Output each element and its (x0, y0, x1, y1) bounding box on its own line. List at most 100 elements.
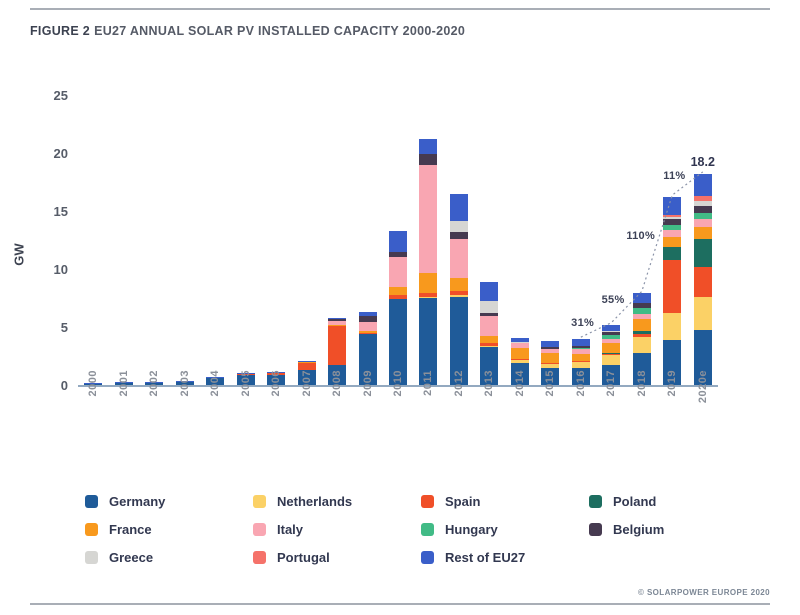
growth-label-2019-2020e: 11% (663, 170, 686, 183)
segment-france-2007 (297, 362, 316, 363)
x-tick-2012: 2012 (452, 370, 465, 397)
segment-spain-2005 (236, 373, 255, 375)
segment-italy-2007 (297, 361, 316, 363)
plot-area: 31% 55% 110% 11% 18.2 (78, 95, 718, 387)
x-tick-2002: 2002 (148, 370, 161, 397)
segment-rest-of-eu27-2003 (175, 380, 194, 382)
segment-france-2013 (480, 335, 499, 344)
segment-italy-2016 (571, 349, 590, 354)
segment-france-2014 (510, 347, 529, 359)
segment-france-2006 (267, 372, 286, 374)
y-tick-5: 5 (60, 320, 68, 335)
figure-title-text: EU27 ANNUAL SOLAR PV INSTALLED CAPACITY … (94, 24, 466, 38)
legend-swatch-italy (253, 522, 266, 536)
bar-2011 (419, 139, 438, 385)
segment-germany-2000 (84, 383, 103, 385)
legend-swatch-spain (421, 494, 434, 508)
legend-label: Poland (613, 493, 657, 509)
segment-germany-2013 (480, 346, 499, 385)
segment-germany-2012 (449, 296, 468, 385)
legend-label: Germany (109, 493, 166, 509)
bar-2003 (175, 380, 194, 385)
segment-spain-2020e (693, 266, 712, 297)
segment-france-2016 (571, 353, 590, 361)
bar-2020e (693, 173, 712, 385)
segment-poland-2017 (602, 353, 621, 355)
legend-item-hungary: Hungary (421, 522, 589, 537)
segment-belgium-2011 (419, 154, 438, 166)
x-tick-2001: 2001 (117, 370, 130, 397)
bar-2015 (541, 340, 560, 385)
segment-italy-2020e (693, 218, 712, 228)
growth-label-2017-2018: 55% (601, 294, 625, 307)
legend-item-italy: Italy (253, 522, 421, 537)
x-tick-2009: 2009 (361, 370, 374, 397)
x-tick-2015: 2015 (544, 370, 557, 397)
segment-france-2015 (541, 352, 560, 363)
legend-label: Rest of EU27 (445, 549, 526, 565)
segment-poland-2016 (571, 360, 590, 362)
segment-netherlands-2012 (449, 294, 468, 297)
legend-item-germany: Germany (85, 494, 253, 509)
segment-belgium-2015 (541, 347, 560, 349)
segment-italy-2012 (449, 238, 468, 279)
segment-france-2018 (632, 318, 651, 331)
x-tick-2004: 2004 (209, 370, 222, 397)
legend-label: Greece (109, 549, 154, 565)
segment-italy-2009 (358, 322, 377, 331)
x-tick-2016: 2016 (574, 370, 587, 397)
x-tick-2010: 2010 (392, 370, 404, 397)
x-tick-2007: 2007 (300, 370, 313, 397)
top-divider (30, 8, 770, 10)
segment-spain-2006 (267, 373, 286, 376)
x-tick-2013: 2013 (483, 370, 496, 397)
legend-label: Portugal (277, 549, 330, 565)
x-tick-2020e: 2020e (696, 370, 709, 404)
y-tick-20: 20 (53, 146, 68, 161)
segment-rest-of-eu27-2000 (84, 383, 103, 384)
segment-italy-2008 (328, 320, 347, 325)
segment-rest-of-eu27-2001 (114, 382, 133, 383)
segment-rest-of-eu27-2008 (328, 317, 347, 320)
segment-france-2020e (693, 227, 712, 239)
legend-item-netherlands: Netherlands (253, 494, 421, 509)
segment-germany-2006 (267, 375, 286, 385)
legend-swatch-portugal (253, 550, 266, 564)
x-tick-2014: 2014 (513, 370, 526, 397)
x-tick-2003: 2003 (178, 370, 191, 397)
y-tick-25: 25 (53, 88, 68, 103)
segment-spain-2009 (358, 333, 377, 334)
legend-item-belgium: Belgium (589, 522, 757, 537)
legend-swatch-rest-of-eu27 (421, 550, 434, 564)
segment-germany-2016 (571, 367, 590, 385)
segment-rest-of-eu27-2005 (236, 373, 255, 374)
legend-label: Belgium (613, 521, 665, 537)
segment-rest-of-eu27-2018 (632, 293, 651, 303)
x-tick-2005: 2005 (239, 370, 252, 397)
segment-spain-2016 (571, 361, 590, 362)
bar-2000 (84, 383, 103, 385)
y-tick-10: 10 (53, 262, 68, 277)
bar-2012 (449, 193, 468, 385)
segment-france-2012 (449, 278, 468, 292)
chart-legend: Germany France Greece Netherlands Italy Portu… (85, 487, 757, 571)
segment-spain-2017 (602, 354, 621, 356)
figure-title: FIGURE 2 EU27 ANNUAL SOLAR PV INSTALLED C… (30, 24, 465, 38)
segment-greece-2013 (480, 300, 499, 314)
segment-france-2019 (663, 237, 682, 247)
segment-spain-2014 (510, 358, 529, 360)
segment-spain-2007 (297, 362, 316, 370)
legend-swatch-poland (589, 494, 602, 508)
segment-rest-of-eu27-2006 (267, 371, 286, 373)
segment-spain-2010 (389, 295, 407, 300)
bar-2009 (358, 311, 377, 385)
segment-netherlands-2018 (632, 337, 651, 353)
segment-germany-2020e (693, 330, 712, 385)
copyright-note: © SOLARPOWER EUROPE 2020 (638, 588, 770, 597)
segment-spain-2019 (663, 259, 682, 314)
legend-label: Hungary (445, 521, 498, 537)
bar-2013 (480, 281, 499, 385)
legend-swatch-france (85, 522, 98, 536)
segment-rest-of-eu27-2016 (571, 339, 590, 347)
